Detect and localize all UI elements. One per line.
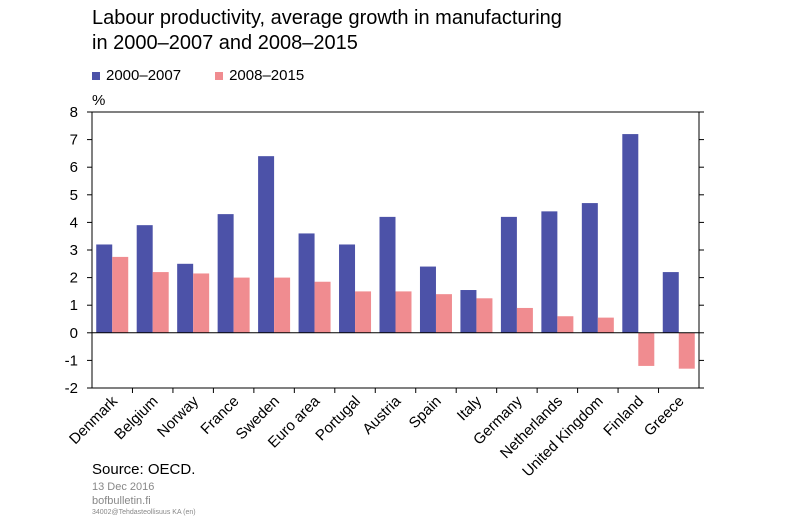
bar-series1 bbox=[177, 263, 194, 333]
legend-item-series1: 2000–2007 bbox=[92, 67, 181, 84]
chart-title-line2: in 2000–2007 and 2008–2015 bbox=[92, 32, 358, 54]
bar-series2 bbox=[678, 332, 695, 369]
bar-series1 bbox=[460, 290, 477, 333]
legend-swatch-series1 bbox=[92, 71, 100, 80]
publication-date: 13 Dec 2016 bbox=[92, 481, 155, 493]
bar-series1 bbox=[500, 216, 517, 333]
y-tick-label: -2 bbox=[65, 380, 78, 397]
source-note: Source: OECD. bbox=[92, 461, 196, 478]
y-tick-label: 5 bbox=[70, 187, 78, 204]
chart-title-line1: Labour productivity, average growth in m… bbox=[92, 7, 562, 29]
bar-series2 bbox=[112, 256, 129, 333]
bar-series2 bbox=[557, 316, 574, 333]
x-tick-label: Norway bbox=[154, 392, 202, 440]
x-tick-label: Denmark bbox=[66, 392, 121, 447]
x-tick-label: Portugal bbox=[312, 393, 364, 445]
x-tick-label: Spain bbox=[406, 393, 445, 432]
bar-series2 bbox=[516, 307, 533, 333]
bar-series1 bbox=[419, 266, 436, 333]
bar-series1 bbox=[622, 134, 639, 333]
bar-series1 bbox=[379, 216, 396, 333]
bar-series2 bbox=[597, 317, 614, 333]
bar-series2 bbox=[193, 273, 210, 333]
y-tick-label: 7 bbox=[70, 132, 78, 149]
site-name: bofbulletin.fi bbox=[92, 495, 151, 507]
bar-series2 bbox=[233, 277, 250, 333]
legend-label-series1: 2000–2007 bbox=[106, 67, 182, 84]
bar-series2 bbox=[435, 294, 452, 333]
y-tick-label: 4 bbox=[70, 214, 78, 231]
bar-series2 bbox=[638, 332, 655, 366]
bar-series1 bbox=[298, 233, 315, 333]
chart-code: 34002@Tehdasteollisuus KA (en) bbox=[92, 509, 196, 516]
chart-title: Labour productivity, average growth in m… bbox=[92, 6, 562, 56]
x-tick-label: Finland bbox=[600, 393, 647, 440]
y-axis-unit: % bbox=[92, 92, 106, 109]
legend-item-series2: 2008–2015 bbox=[215, 67, 304, 84]
bar-series2 bbox=[314, 281, 331, 333]
bar-series1 bbox=[541, 211, 558, 333]
y-tick-label: 0 bbox=[70, 325, 78, 342]
y-tick-label: 6 bbox=[70, 159, 78, 176]
y-tick-label: 2 bbox=[70, 270, 78, 287]
bar-series2 bbox=[476, 298, 493, 333]
legend-label-series2: 2008–2015 bbox=[229, 67, 305, 84]
bar-series2 bbox=[152, 272, 169, 333]
legend: 2000–2007 2008–2015 bbox=[92, 67, 338, 84]
bar-series1 bbox=[258, 156, 275, 333]
y-tick-label: 8 bbox=[70, 104, 78, 121]
bar-series2 bbox=[355, 291, 372, 333]
bar-series1 bbox=[581, 203, 598, 333]
bar-series1 bbox=[96, 244, 113, 333]
bar-series1 bbox=[662, 272, 679, 333]
legend-swatch-series2 bbox=[215, 71, 224, 80]
bar-series1 bbox=[217, 214, 234, 333]
y-tick-label: -1 bbox=[65, 352, 78, 369]
bar-series2 bbox=[395, 291, 412, 333]
x-tick-label: Italy bbox=[454, 392, 486, 424]
bar-series2 bbox=[274, 277, 291, 333]
bar-series1 bbox=[339, 244, 356, 333]
x-tick-label: Greece bbox=[641, 393, 688, 440]
y-tick-label: 1 bbox=[70, 297, 78, 314]
x-tick-label: Belgium bbox=[111, 393, 161, 443]
y-tick-label: 3 bbox=[70, 242, 78, 259]
x-tick-label: Austria bbox=[359, 392, 404, 437]
bar-series1 bbox=[136, 225, 153, 333]
